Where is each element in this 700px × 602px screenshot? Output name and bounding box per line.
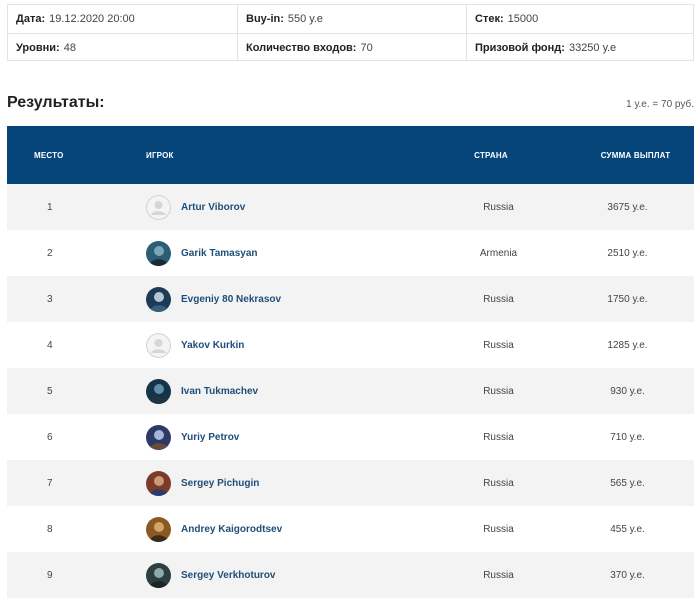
place-cell: 2 xyxy=(47,247,53,259)
tournament-info-table: Дата: 19.12.2020 20:00 Buy-in: 550 у.е С… xyxy=(7,4,694,61)
currency-rate-note: 1 у.е. = 70 руб. xyxy=(626,99,694,110)
levels-value: 48 xyxy=(63,41,76,54)
table-row: 5 Ivan Tukmachev Russia 930 у.е. xyxy=(7,368,694,414)
country-cell: Russia xyxy=(483,431,514,443)
buyin-label: Buy-in: xyxy=(246,13,284,25)
country-cell: Russia xyxy=(483,385,514,397)
player-avatar[interactable] xyxy=(146,240,171,266)
player-avatar[interactable] xyxy=(146,286,171,312)
player-cell: Ivan Tukmachev xyxy=(94,378,377,404)
info-date: Дата: 19.12.2020 20:00 xyxy=(8,5,237,33)
info-row-1: Дата: 19.12.2020 20:00 Buy-in: 550 у.е С… xyxy=(8,5,693,33)
table-row: 1 Artur Viborov Russia 3675 у.е. xyxy=(7,184,694,230)
player-name-link[interactable]: Yakov Kurkin xyxy=(181,339,245,351)
results-table-header: МЕСТО ИГРОК СТРАНА СУММА ВЫПЛАТ xyxy=(7,126,694,184)
table-row: 7 Sergey Pichugin Russia 565 у.е. xyxy=(7,460,694,506)
buyin-value: 550 у.е xyxy=(287,13,323,25)
country-cell: Russia xyxy=(483,523,514,535)
player-cell: Garik Tamasyan xyxy=(94,240,377,266)
player-name-link[interactable]: Garik Tamasyan xyxy=(181,247,258,259)
prize-cell: 1750 у.е. xyxy=(607,293,648,305)
player-avatar[interactable] xyxy=(146,378,171,404)
player-name-link[interactable]: Sergey Verkhoturov xyxy=(181,569,276,581)
country-cell: Russia xyxy=(483,201,514,213)
info-levels: Уровни: 48 xyxy=(8,34,237,61)
results-title: Результаты: xyxy=(7,94,105,111)
info-prize-pool: Призовой фонд: 33250 у.е xyxy=(466,34,693,61)
player-avatar[interactable] xyxy=(146,562,171,588)
prize-pool-value: 33250 у.е xyxy=(568,41,617,54)
stack-label: Стек: xyxy=(475,13,504,25)
table-row: 2 Garik Tamasyan Armenia 2510 у.е. xyxy=(7,230,694,276)
info-buyin: Buy-in: 550 у.е xyxy=(237,5,466,33)
country-cell: Russia xyxy=(483,477,514,489)
player-avatar[interactable] xyxy=(146,470,171,496)
stack-value: 15000 xyxy=(507,13,539,25)
date-label: Дата: xyxy=(16,13,46,25)
player-cell: Yuriy Petrov xyxy=(94,424,377,450)
player-cell: Yakov Kurkin xyxy=(94,332,377,358)
results-table: МЕСТО ИГРОК СТРАНА СУММА ВЫПЛАТ 1 Artur V… xyxy=(7,126,694,598)
prize-cell: 3675 у.е. xyxy=(607,201,648,213)
default-avatar-icon[interactable] xyxy=(146,194,171,220)
player-cell: Andrey Kaigorodtsev xyxy=(94,516,377,542)
place-cell: 7 xyxy=(47,477,53,489)
place-cell: 4 xyxy=(47,339,53,351)
header-country: СТРАНА xyxy=(474,150,508,160)
levels-label: Уровни: xyxy=(16,41,60,54)
player-cell: Evgeniy 80 Nekrasov xyxy=(94,286,377,312)
date-value: 19.12.2020 20:00 xyxy=(49,13,135,25)
player-cell: Sergey Pichugin xyxy=(94,470,377,496)
default-avatar-icon[interactable] xyxy=(146,332,171,358)
prize-cell: 565 у.е. xyxy=(610,477,645,489)
country-cell: Russia xyxy=(483,339,514,351)
player-name-link[interactable]: Artur Viborov xyxy=(181,201,246,213)
prize-cell: 930 у.е. xyxy=(610,385,645,397)
player-name-link[interactable]: Yuriy Petrov xyxy=(181,431,240,443)
place-cell: 1 xyxy=(47,201,53,213)
place-cell: 3 xyxy=(47,293,53,305)
header-player: ИГРОК xyxy=(146,150,174,160)
prize-cell: 1285 у.е. xyxy=(607,339,648,351)
table-row: 3 Evgeniy 80 Nekrasov Russia 1750 у.е. xyxy=(7,276,694,322)
prize-cell: 455 у.е. xyxy=(610,523,645,535)
table-row: 6 Yuriy Petrov Russia 710 у.е. xyxy=(7,414,694,460)
table-row: 4 Yakov Kurkin Russia 1285 у.е. xyxy=(7,322,694,368)
place-cell: 6 xyxy=(47,431,53,443)
player-name-link[interactable]: Evgeniy 80 Nekrasov xyxy=(181,293,282,305)
player-name-link[interactable]: Ivan Tukmachev xyxy=(181,385,259,397)
prize-cell: 370 у.е. xyxy=(610,569,645,581)
table-row: 9 Sergey Verkhoturov Russia 370 у.е. xyxy=(7,552,694,598)
info-entries: Количество входов: 70 xyxy=(237,34,466,61)
country-cell: Russia xyxy=(483,569,514,581)
country-cell: Armenia xyxy=(479,247,518,259)
header-prize: СУММА ВЫПЛАТ xyxy=(600,150,671,160)
player-avatar[interactable] xyxy=(146,424,171,450)
info-stack: Стек: 15000 xyxy=(466,5,693,33)
country-cell: Russia xyxy=(483,293,514,305)
header-place: МЕСТО xyxy=(34,150,64,160)
results-table-body: 1 Artur Viborov Russia 3675 у.е. 2 Garik Tama… xyxy=(7,184,694,598)
table-row: 8 Andrey Kaigorodtsev Russia 455 у.е. xyxy=(7,506,694,552)
entries-label: Количество входов: xyxy=(246,41,357,54)
player-name-link[interactable]: Sergey Pichugin xyxy=(181,477,260,489)
place-cell: 8 xyxy=(47,523,53,535)
player-cell: Sergey Verkhoturov xyxy=(94,562,377,588)
place-cell: 9 xyxy=(47,569,53,581)
info-row-2: Уровни: 48 Количество входов: 70 Призово… xyxy=(8,33,693,61)
entries-value: 70 xyxy=(360,41,373,54)
player-avatar[interactable] xyxy=(146,516,171,542)
prize-pool-label: Призовой фонд: xyxy=(475,41,565,54)
place-cell: 5 xyxy=(47,385,53,397)
player-cell: Artur Viborov xyxy=(94,194,377,220)
prize-cell: 710 у.е. xyxy=(610,431,645,443)
prize-cell: 2510 у.е. xyxy=(607,247,648,259)
player-name-link[interactable]: Andrey Kaigorodtsev xyxy=(181,523,283,535)
